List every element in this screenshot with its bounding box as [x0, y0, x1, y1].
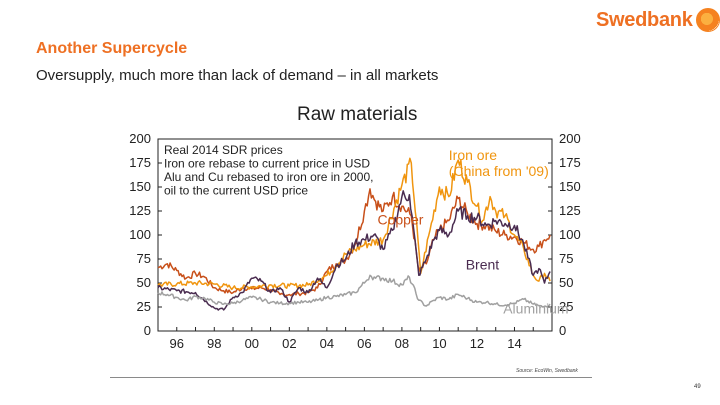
y-tick-label-left: 125 [129, 203, 151, 218]
x-tick-label: 04 [320, 336, 334, 351]
y-tick-label-left: 175 [129, 155, 151, 170]
y-tick-label-left: 200 [129, 131, 151, 146]
x-tick-label: 08 [395, 336, 409, 351]
swedbank-logo: Swedbank [596, 8, 720, 32]
y-tick-label-left: 25 [137, 299, 151, 314]
chart-note: Real 2014 SDR prices [164, 143, 283, 157]
series-label: Iron ore [449, 147, 497, 163]
x-tick-label: 02 [282, 336, 296, 351]
x-tick-label: 98 [207, 336, 221, 351]
y-tick-label-right: 25 [559, 299, 573, 314]
y-tick-label-left: 150 [129, 179, 151, 194]
y-tick-label-right: 200 [559, 131, 581, 146]
footer-divider [110, 377, 592, 378]
series-label: Aluminium [503, 301, 568, 317]
slide-subtitle: Oversupply, much more than lack of deman… [36, 67, 439, 84]
chart-note: Iron ore rebase to current price in USD [164, 157, 370, 171]
x-tick-label: 96 [170, 336, 184, 351]
brand-name: Swedbank [596, 8, 693, 31]
x-tick-label: 12 [470, 336, 484, 351]
slide-title: Another Supercycle [36, 40, 188, 57]
y-tick-label-right: 125 [559, 203, 581, 218]
chart-note: oil to the current USD price [164, 184, 308, 198]
swedbank-oak-icon [695, 8, 720, 32]
x-tick-label: 06 [357, 336, 371, 351]
y-tick-label-right: 0 [559, 323, 566, 338]
y-tick-label-right: 100 [559, 227, 581, 242]
page-number: 49 [694, 384, 701, 390]
series-label: Copper [378, 211, 424, 227]
series-line-copper [157, 188, 551, 298]
chart-note: Alu and Cu rebased to iron ore in 2000, [164, 170, 373, 184]
series-label: (China from '09) [449, 163, 549, 179]
chart-title: Raw materials [297, 104, 418, 125]
y-tick-label-left: 50 [137, 275, 151, 290]
y-tick-label-right: 175 [559, 155, 581, 170]
series-line-brent [157, 190, 551, 311]
x-tick-label: 00 [245, 336, 259, 351]
series-label: Brent [466, 257, 500, 273]
y-tick-label-right: 150 [559, 179, 581, 194]
series-line-aluminium [157, 274, 551, 308]
y-tick-label-left: 0 [144, 323, 151, 338]
y-tick-label-left: 75 [137, 251, 151, 266]
source-note: Source: EcoWin, Swedbank [516, 368, 578, 374]
y-tick-label-right: 50 [559, 275, 573, 290]
x-tick-label: 10 [432, 336, 446, 351]
y-tick-label-left: 100 [129, 227, 151, 242]
x-tick-label: 14 [507, 336, 521, 351]
y-tick-label-right: 75 [559, 251, 573, 266]
